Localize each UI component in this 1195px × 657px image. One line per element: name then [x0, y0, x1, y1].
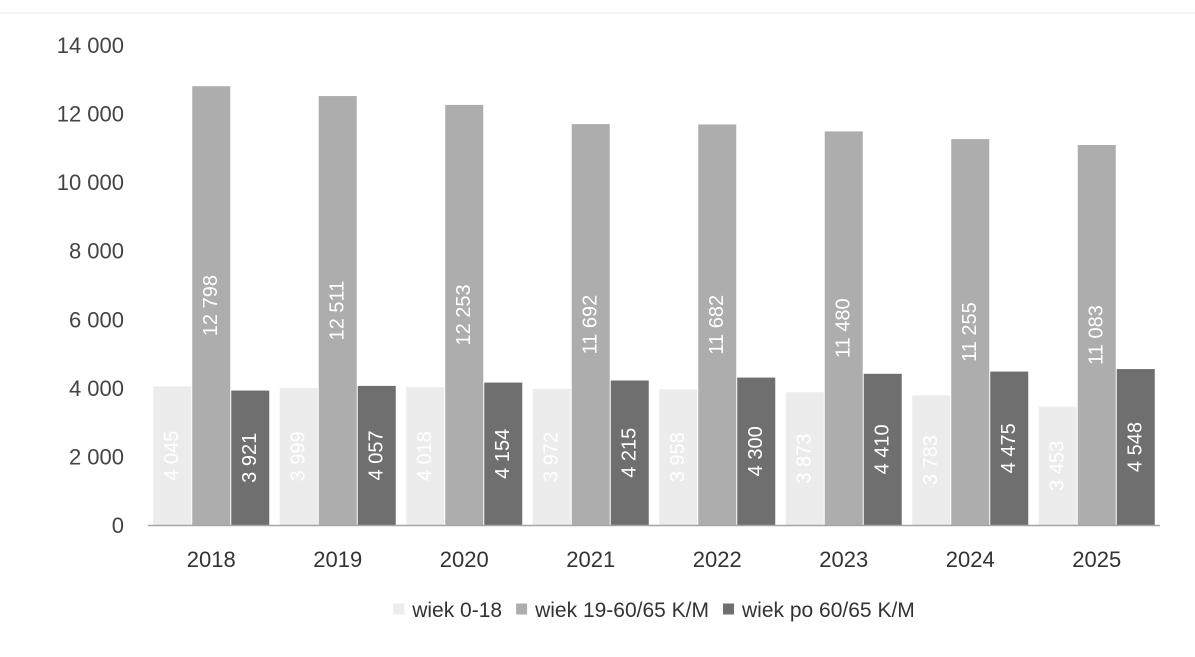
data-label: 11 083	[1086, 305, 1108, 365]
bar	[406, 387, 445, 525]
legend: wiek 0-18 wiek 19-60/65 K/M wiek po 60/65 …	[393, 599, 915, 622]
y-tick-label: 0	[112, 513, 124, 538]
x-tick-label: 2022	[693, 547, 742, 572]
x-tick-label: 2020	[440, 547, 489, 572]
bar	[785, 392, 824, 525]
bar	[912, 395, 951, 525]
y-axis: 0 2 000 4 000 6 000 8 000 10 000 12 000 14 000	[57, 33, 124, 538]
data-label: 12 253	[453, 284, 475, 345]
bar	[824, 131, 863, 525]
bar	[863, 373, 902, 525]
y-tick-label: 14 000	[57, 33, 124, 58]
bar	[610, 380, 649, 525]
bar	[231, 390, 270, 525]
data-label: 4 215	[619, 428, 641, 478]
x-tick-label: 2019	[313, 547, 362, 572]
bar	[357, 385, 396, 525]
bar	[737, 377, 776, 525]
bar	[951, 139, 990, 525]
data-label: 11 480	[833, 298, 855, 358]
bar	[571, 124, 610, 525]
bar	[1077, 145, 1116, 526]
data-label: 3 958	[667, 432, 689, 482]
data-label: 12 511	[327, 281, 349, 341]
legend-label: wiek 19-60/65 K/M	[534, 599, 709, 622]
bar	[659, 389, 698, 525]
bar	[1116, 369, 1155, 525]
data-label: 3 972	[541, 432, 563, 482]
y-tick-label: 8 000	[69, 239, 124, 264]
bar	[318, 96, 357, 526]
x-tick-label: 2024	[946, 547, 995, 572]
data-label: 4 045	[161, 431, 183, 481]
bar	[1038, 406, 1077, 525]
data-label: 3 783	[920, 435, 942, 485]
y-tick-label: 6 000	[69, 307, 124, 332]
bar	[532, 388, 571, 525]
data-label: 3 999	[288, 431, 310, 481]
x-tick-label: 2021	[566, 547, 615, 572]
data-label: 3 921	[239, 433, 261, 483]
data-label: 4 548	[1125, 422, 1147, 472]
data-label: 4 475	[998, 423, 1020, 473]
legend-swatch	[516, 603, 528, 615]
bar	[279, 387, 318, 525]
bar	[990, 371, 1029, 525]
data-label: 11 692	[580, 295, 602, 355]
data-label: 4 018	[414, 431, 436, 481]
y-tick-label: 10 000	[57, 170, 124, 195]
data-label: 11 682	[706, 295, 728, 355]
data-label: 12 798	[200, 275, 222, 336]
data-label: 4 410	[872, 424, 894, 474]
y-tick-label: 12 000	[57, 102, 124, 127]
x-tick-label: 2023	[819, 547, 868, 572]
data-label: 4 057	[366, 430, 388, 480]
y-tick-label: 2 000	[69, 444, 124, 469]
bar	[153, 386, 192, 525]
bar	[698, 124, 737, 525]
data-label: 11 255	[959, 302, 981, 362]
data-label: 4 154	[492, 429, 514, 479]
legend-swatch	[723, 603, 735, 615]
data-label: 3 873	[794, 434, 816, 484]
legend-label: wiek po 60/65 K/M	[741, 599, 915, 622]
x-tick-label: 2018	[187, 547, 236, 572]
data-label: 4 300	[745, 426, 767, 476]
data-label: 3 453	[1047, 441, 1069, 491]
bar	[192, 86, 231, 525]
bar	[484, 382, 523, 525]
y-tick-label: 4 000	[69, 376, 124, 401]
legend-swatch	[393, 603, 405, 615]
bars	[153, 86, 1155, 526]
legend-label: wiek 0-18	[411, 599, 502, 622]
x-axis: 2018 2019 2020 2021 2022 2023 2024 2025	[187, 547, 1121, 572]
data-labels: 4 045 12 798 3 921 3 999 12 511 4 057 4 018 12 …	[161, 275, 1147, 491]
x-tick-label: 2025	[1072, 547, 1121, 572]
bar	[445, 104, 484, 525]
